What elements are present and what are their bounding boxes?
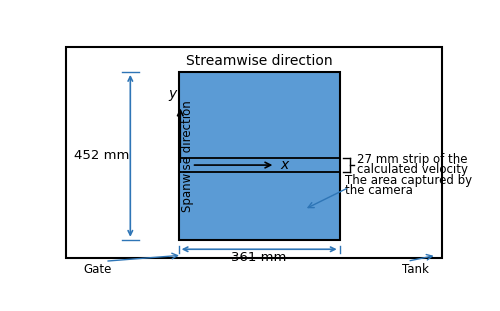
- Text: the camera: the camera: [346, 184, 413, 197]
- Bar: [66, 47, 442, 258]
- Text: Gate: Gate: [83, 262, 112, 276]
- Bar: [179, 72, 340, 240]
- Text: 27 mm strip of the: 27 mm strip of the: [356, 153, 467, 165]
- Text: 361 mm: 361 mm: [232, 251, 287, 264]
- Text: Tank: Tank: [402, 262, 428, 276]
- Text: The area captured by: The area captured by: [346, 174, 472, 187]
- Text: $y$: $y$: [168, 88, 178, 103]
- Text: Streamwise direction: Streamwise direction: [186, 54, 332, 68]
- Text: calculated velocity: calculated velocity: [356, 163, 468, 176]
- Text: $x$: $x$: [280, 158, 290, 172]
- Text: 452 mm: 452 mm: [74, 149, 129, 162]
- Text: Spanwise direction: Spanwise direction: [181, 100, 194, 212]
